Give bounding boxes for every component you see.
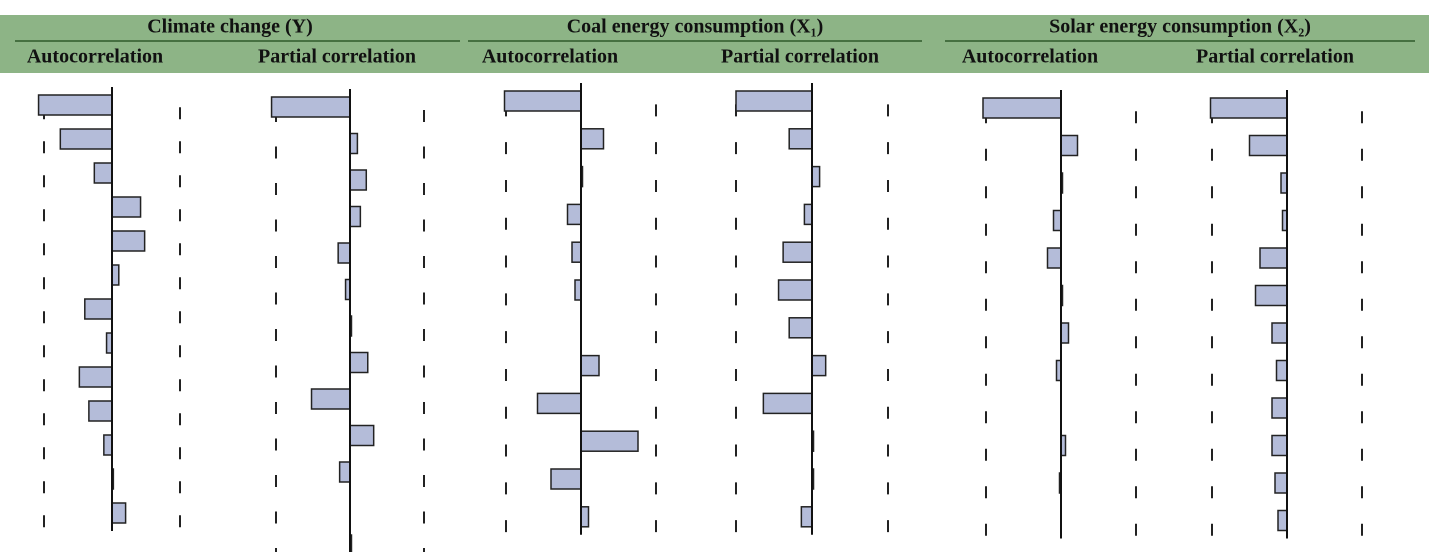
bar bbox=[1052, 209, 1062, 232]
bar bbox=[1254, 284, 1288, 307]
bar bbox=[1248, 134, 1288, 157]
panel-title: Autocorrelation bbox=[962, 46, 1098, 68]
bar bbox=[338, 461, 351, 483]
bar bbox=[111, 196, 142, 218]
bar bbox=[59, 128, 113, 150]
bar bbox=[580, 128, 605, 150]
panel-title: Autocorrelation bbox=[482, 46, 618, 68]
bar bbox=[571, 241, 582, 263]
bar bbox=[777, 279, 813, 301]
bar bbox=[982, 97, 1062, 119]
bar bbox=[349, 132, 359, 155]
bar bbox=[536, 392, 582, 415]
bar bbox=[78, 366, 113, 388]
group-title: Coal energy consumption (X₁) bbox=[567, 16, 824, 38]
bar bbox=[788, 128, 813, 150]
panel-title: Autocorrelation bbox=[27, 46, 163, 68]
bar bbox=[1046, 247, 1062, 269]
bar bbox=[349, 424, 375, 447]
bar bbox=[103, 434, 113, 456]
bar bbox=[1271, 322, 1288, 344]
bar bbox=[782, 241, 813, 263]
bar bbox=[762, 392, 813, 415]
bar bbox=[566, 203, 582, 226]
bar bbox=[1277, 509, 1288, 532]
bar bbox=[1060, 322, 1070, 344]
bar bbox=[349, 169, 368, 191]
bar bbox=[111, 230, 146, 252]
bar bbox=[349, 351, 369, 374]
bar bbox=[1274, 472, 1288, 494]
bar bbox=[1060, 134, 1079, 157]
bar bbox=[88, 400, 113, 422]
bar bbox=[800, 506, 813, 528]
bar bbox=[811, 354, 827, 377]
bar bbox=[788, 317, 813, 339]
bar bbox=[503, 90, 582, 112]
bar bbox=[310, 388, 351, 410]
bar bbox=[811, 165, 821, 188]
group-title: Solar energy consumption (X₂) bbox=[1049, 16, 1311, 38]
bar bbox=[1271, 434, 1288, 457]
panel-title: Partial correlation bbox=[1196, 46, 1354, 68]
bar bbox=[337, 242, 351, 264]
bar bbox=[550, 468, 582, 490]
bar bbox=[803, 203, 813, 226]
panel-title: Partial correlation bbox=[721, 46, 879, 68]
bar bbox=[37, 94, 113, 116]
bar bbox=[84, 298, 113, 320]
bar bbox=[93, 162, 113, 184]
bar bbox=[1259, 247, 1288, 269]
bar bbox=[1271, 397, 1288, 419]
bar bbox=[580, 430, 639, 452]
bar bbox=[1275, 359, 1288, 382]
bar bbox=[111, 264, 120, 286]
bar bbox=[349, 205, 362, 228]
bar bbox=[735, 90, 813, 112]
bar bbox=[270, 96, 351, 118]
bar bbox=[1209, 97, 1288, 119]
bar bbox=[111, 502, 127, 524]
bar bbox=[580, 354, 600, 377]
header-band bbox=[0, 15, 1429, 73]
group-title: Climate change (Y) bbox=[147, 16, 313, 38]
bar bbox=[580, 506, 590, 528]
panel-title: Partial correlation bbox=[258, 46, 416, 68]
